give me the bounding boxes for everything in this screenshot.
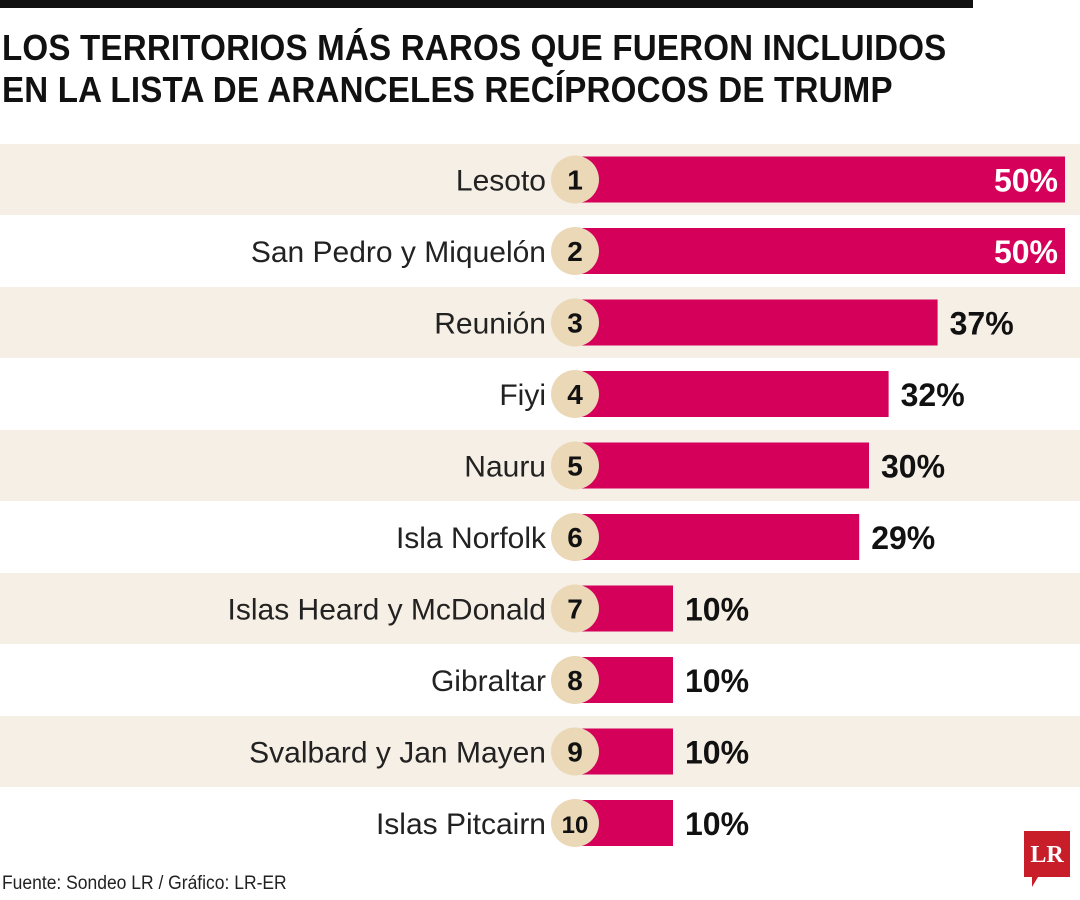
data-label: 10% xyxy=(685,806,749,842)
data-label: 10% xyxy=(685,592,749,628)
top-rule xyxy=(0,0,973,8)
rank-badge xyxy=(551,441,599,490)
bar xyxy=(575,299,938,346)
rank-badge xyxy=(551,227,599,275)
bar xyxy=(575,514,860,560)
bar-chart: 1 Lesoto 50% 2 San Pedro y Miquelón 50% 3 Reuni… xyxy=(0,144,1080,847)
rank-number: 7 xyxy=(567,594,583,625)
category-label: Lesoto xyxy=(456,165,546,198)
category-label: Islas Pitcairn xyxy=(376,808,546,841)
rank-badge xyxy=(551,298,599,347)
rank-number: 3 xyxy=(567,308,583,339)
bar xyxy=(575,442,869,489)
rank-number: 9 xyxy=(567,737,583,768)
rank-number: 8 xyxy=(567,665,583,696)
data-label: 10% xyxy=(685,663,749,699)
rank-badge xyxy=(551,370,599,418)
row-band xyxy=(0,716,1080,787)
data-label: 29% xyxy=(871,520,935,556)
row-band xyxy=(0,573,1080,644)
data-label: 30% xyxy=(881,449,945,485)
lr-logo: LR xyxy=(1024,831,1070,887)
rank-badge xyxy=(551,799,599,847)
data-label: 37% xyxy=(950,306,1014,342)
rank-number: 1 xyxy=(567,165,583,196)
data-label: 50% xyxy=(994,234,1058,270)
rank-number: 6 xyxy=(567,522,583,553)
bar xyxy=(575,371,889,417)
rank-badge xyxy=(551,584,599,633)
data-label: 10% xyxy=(685,735,749,771)
category-label: Fiyi xyxy=(499,379,546,412)
rank-number: 2 xyxy=(567,236,583,267)
data-label: 32% xyxy=(901,377,965,413)
rank-badge xyxy=(551,656,599,704)
rank-badge xyxy=(551,155,599,204)
category-label: San Pedro y Miquelón xyxy=(251,236,546,269)
category-label: Nauru xyxy=(464,451,546,484)
category-label: Reunión xyxy=(434,308,546,341)
category-label: Svalbard y Jan Mayen xyxy=(249,737,546,770)
rank-number: 10 xyxy=(562,812,589,839)
category-label: Isla Norfolk xyxy=(396,522,547,555)
bar xyxy=(575,156,1065,203)
category-label: Islas Heard y McDonald xyxy=(228,594,546,627)
bar xyxy=(575,228,1065,274)
rank-number: 4 xyxy=(567,379,583,410)
chart-title-line-1: LOS TERRITORIOS MÁS RAROS QUE FUERON INC… xyxy=(2,27,947,68)
rank-number: 5 xyxy=(567,451,583,482)
chart-title: LOS TERRITORIOS MÁS RAROS QUE FUERON INC… xyxy=(2,27,986,111)
rank-badge xyxy=(551,727,599,776)
row-band xyxy=(0,430,1080,501)
chart-title-line-2: EN LA LISTA DE ARANCELES RECÍPROCOS DE T… xyxy=(2,69,893,110)
data-label: 50% xyxy=(994,163,1058,199)
category-label: Gibraltar xyxy=(431,665,546,698)
source-note: Fuente: Sondeo LR / Gráfico: LR-ER xyxy=(2,873,287,894)
rank-badge xyxy=(551,513,599,561)
lr-logo-text: LR xyxy=(1030,842,1064,868)
